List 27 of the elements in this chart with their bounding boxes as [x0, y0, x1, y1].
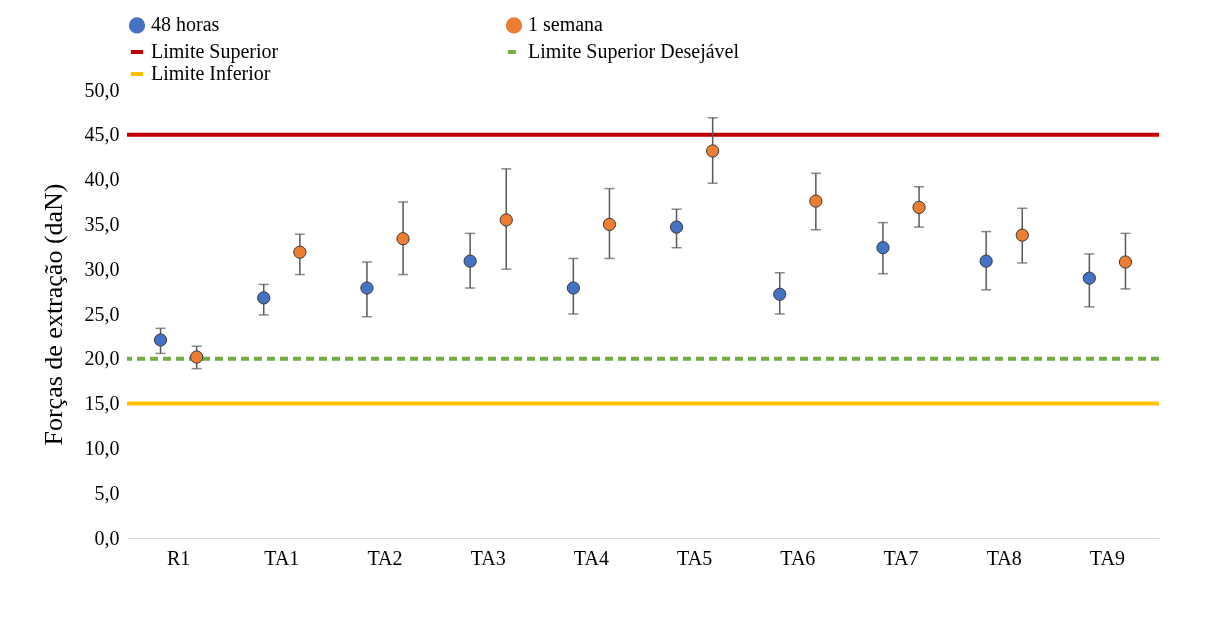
- x-tick-label: TA6: [780, 546, 816, 569]
- legend-label: 1 semana: [528, 13, 604, 36]
- y-tick-label: 45,0: [84, 123, 120, 146]
- x-tick-label: TA3: [470, 546, 506, 569]
- x-tick-label: TA2: [367, 546, 403, 569]
- y-tick-label: 0,0: [94, 526, 120, 549]
- y-tick-label: 25,0: [84, 302, 120, 325]
- legend-label: Limite Inferior: [151, 62, 271, 84]
- x-tick-label: TA1: [264, 546, 300, 569]
- legend-label: 48 horas: [151, 13, 220, 36]
- x-tick-label: TA7: [883, 546, 919, 569]
- y-tick-label: 10,0: [84, 436, 120, 459]
- y-tick-label: 20,0: [84, 347, 120, 370]
- legend-label: Limite Superior Desejável: [528, 40, 740, 63]
- y-tick-label: 30,0: [84, 257, 120, 280]
- y-tick-label: 15,0: [84, 392, 120, 415]
- y-axis-title: Forças de extração (daN): [38, 183, 68, 446]
- x-tick-label: TA5: [677, 546, 713, 569]
- y-tick-label: 35,0: [84, 212, 120, 235]
- y-tick-label: 50,0: [84, 78, 120, 101]
- x-tick-label: TA8: [986, 546, 1022, 569]
- x-tick-label: TA9: [1089, 546, 1125, 569]
- y-tick-label: 5,0: [94, 481, 120, 504]
- x-tick-label: TA4: [573, 546, 609, 569]
- x-tick-label: R1: [166, 546, 191, 569]
- legend-label: Limite Superior: [151, 40, 279, 63]
- y-tick-label: 40,0: [84, 168, 120, 191]
